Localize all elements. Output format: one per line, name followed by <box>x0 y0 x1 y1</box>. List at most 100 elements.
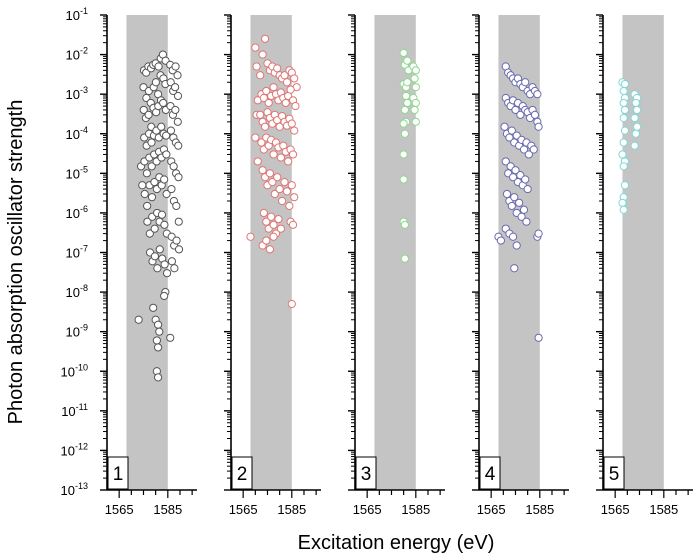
data-point <box>501 157 510 166</box>
panel-5: 1565 1585 5 <box>596 14 693 517</box>
panel-tag-box <box>107 456 129 490</box>
data-point <box>150 252 160 261</box>
data-point <box>145 229 154 238</box>
data-point <box>631 98 640 108</box>
data-point <box>160 260 169 269</box>
y-tick-label: 10-4 <box>66 125 88 142</box>
data-point <box>290 74 299 83</box>
data-point <box>147 162 156 171</box>
data-point <box>400 254 409 263</box>
data-point <box>269 150 278 159</box>
data-point <box>173 91 183 101</box>
panel-tag: 1 <box>107 456 129 490</box>
data-point <box>285 201 294 211</box>
data-point <box>155 245 164 254</box>
data-point <box>630 141 639 150</box>
data-point <box>174 141 183 150</box>
data-point <box>143 201 152 211</box>
panel-tag-box <box>231 456 253 490</box>
data-point <box>268 178 277 187</box>
data-point <box>511 105 520 115</box>
data-point <box>172 201 181 211</box>
y-tick-exponent: -6 <box>80 204 88 214</box>
data-point <box>257 138 266 147</box>
data-point <box>619 205 628 214</box>
y-tick-exponent: -12 <box>75 441 88 451</box>
x-tick-label: 1565 <box>353 502 382 517</box>
data-point <box>515 198 524 207</box>
data-point <box>153 320 163 329</box>
data-point <box>171 83 180 92</box>
data-point <box>265 245 275 254</box>
panel-1: 1565 1585 1 <box>100 14 197 517</box>
data-point <box>620 181 629 190</box>
panel-tag-label: 4 <box>485 464 496 485</box>
data-point <box>262 217 271 226</box>
y-tick-exponent: -7 <box>80 244 88 254</box>
data-point <box>273 173 282 182</box>
y-tick-label: 10-2 <box>66 46 88 63</box>
data-point <box>619 138 628 147</box>
data-point <box>153 343 163 352</box>
y-tick-label: 10-3 <box>66 85 88 102</box>
data-point <box>401 91 411 101</box>
y-tick-exponent: -5 <box>80 164 88 174</box>
data-point <box>400 129 409 138</box>
y-tick-exponent: -4 <box>80 125 88 135</box>
y-tick-base: 10 <box>66 127 80 142</box>
y-tick-label: 10-5 <box>66 164 88 181</box>
data-point <box>403 78 412 87</box>
data-point <box>502 189 512 199</box>
data-point <box>256 71 265 80</box>
data-point <box>288 150 298 159</box>
data-point <box>171 105 180 115</box>
data-point <box>288 220 298 229</box>
data-point <box>510 193 519 202</box>
data-point <box>511 166 520 175</box>
y-tick-exponent: -13 <box>75 481 88 491</box>
panel-tag: 2 <box>231 456 253 490</box>
data-point <box>173 117 182 126</box>
data-point <box>144 110 153 119</box>
data-point <box>284 157 293 166</box>
data-point <box>172 236 181 245</box>
data-point <box>150 224 159 233</box>
y-tick-base: 10 <box>61 364 75 379</box>
data-point <box>529 145 538 154</box>
data-point <box>147 193 157 202</box>
x-axis-label: Excitation energy (eV) <box>298 532 495 554</box>
data-point <box>290 126 299 135</box>
data-point <box>270 189 279 199</box>
y-axis-label: Photon absorption oscillator strength <box>5 100 27 425</box>
data-point <box>167 184 176 194</box>
data-point <box>153 373 163 382</box>
data-point <box>154 62 163 71</box>
x-tick-label: 1585 <box>525 502 554 517</box>
data-point <box>619 113 628 123</box>
data-point <box>262 236 271 245</box>
data-point <box>160 220 169 229</box>
data-point <box>399 119 408 128</box>
data-point <box>170 264 179 273</box>
data-point <box>280 71 289 80</box>
data-point <box>140 189 149 199</box>
data-point <box>290 193 299 202</box>
data-point <box>267 212 276 221</box>
panel-tag-box <box>479 456 501 490</box>
data-point <box>618 198 627 207</box>
panel-3: 1565 1585 3 <box>348 14 445 517</box>
y-tick-label: 10-11 <box>61 402 88 419</box>
data-point <box>630 113 639 123</box>
y-tick-label: 10-10 <box>61 362 88 379</box>
data-point <box>162 269 172 278</box>
data-point <box>252 62 261 71</box>
data-point <box>399 175 408 184</box>
data-point <box>411 98 420 108</box>
y-tick-base: 10 <box>66 166 80 181</box>
data-point <box>253 157 262 166</box>
panel-tag-label: 3 <box>361 464 372 485</box>
y-tick-exponent: -11 <box>76 402 88 412</box>
data-point <box>280 178 289 187</box>
data-point <box>282 78 292 87</box>
data-point <box>259 93 268 103</box>
